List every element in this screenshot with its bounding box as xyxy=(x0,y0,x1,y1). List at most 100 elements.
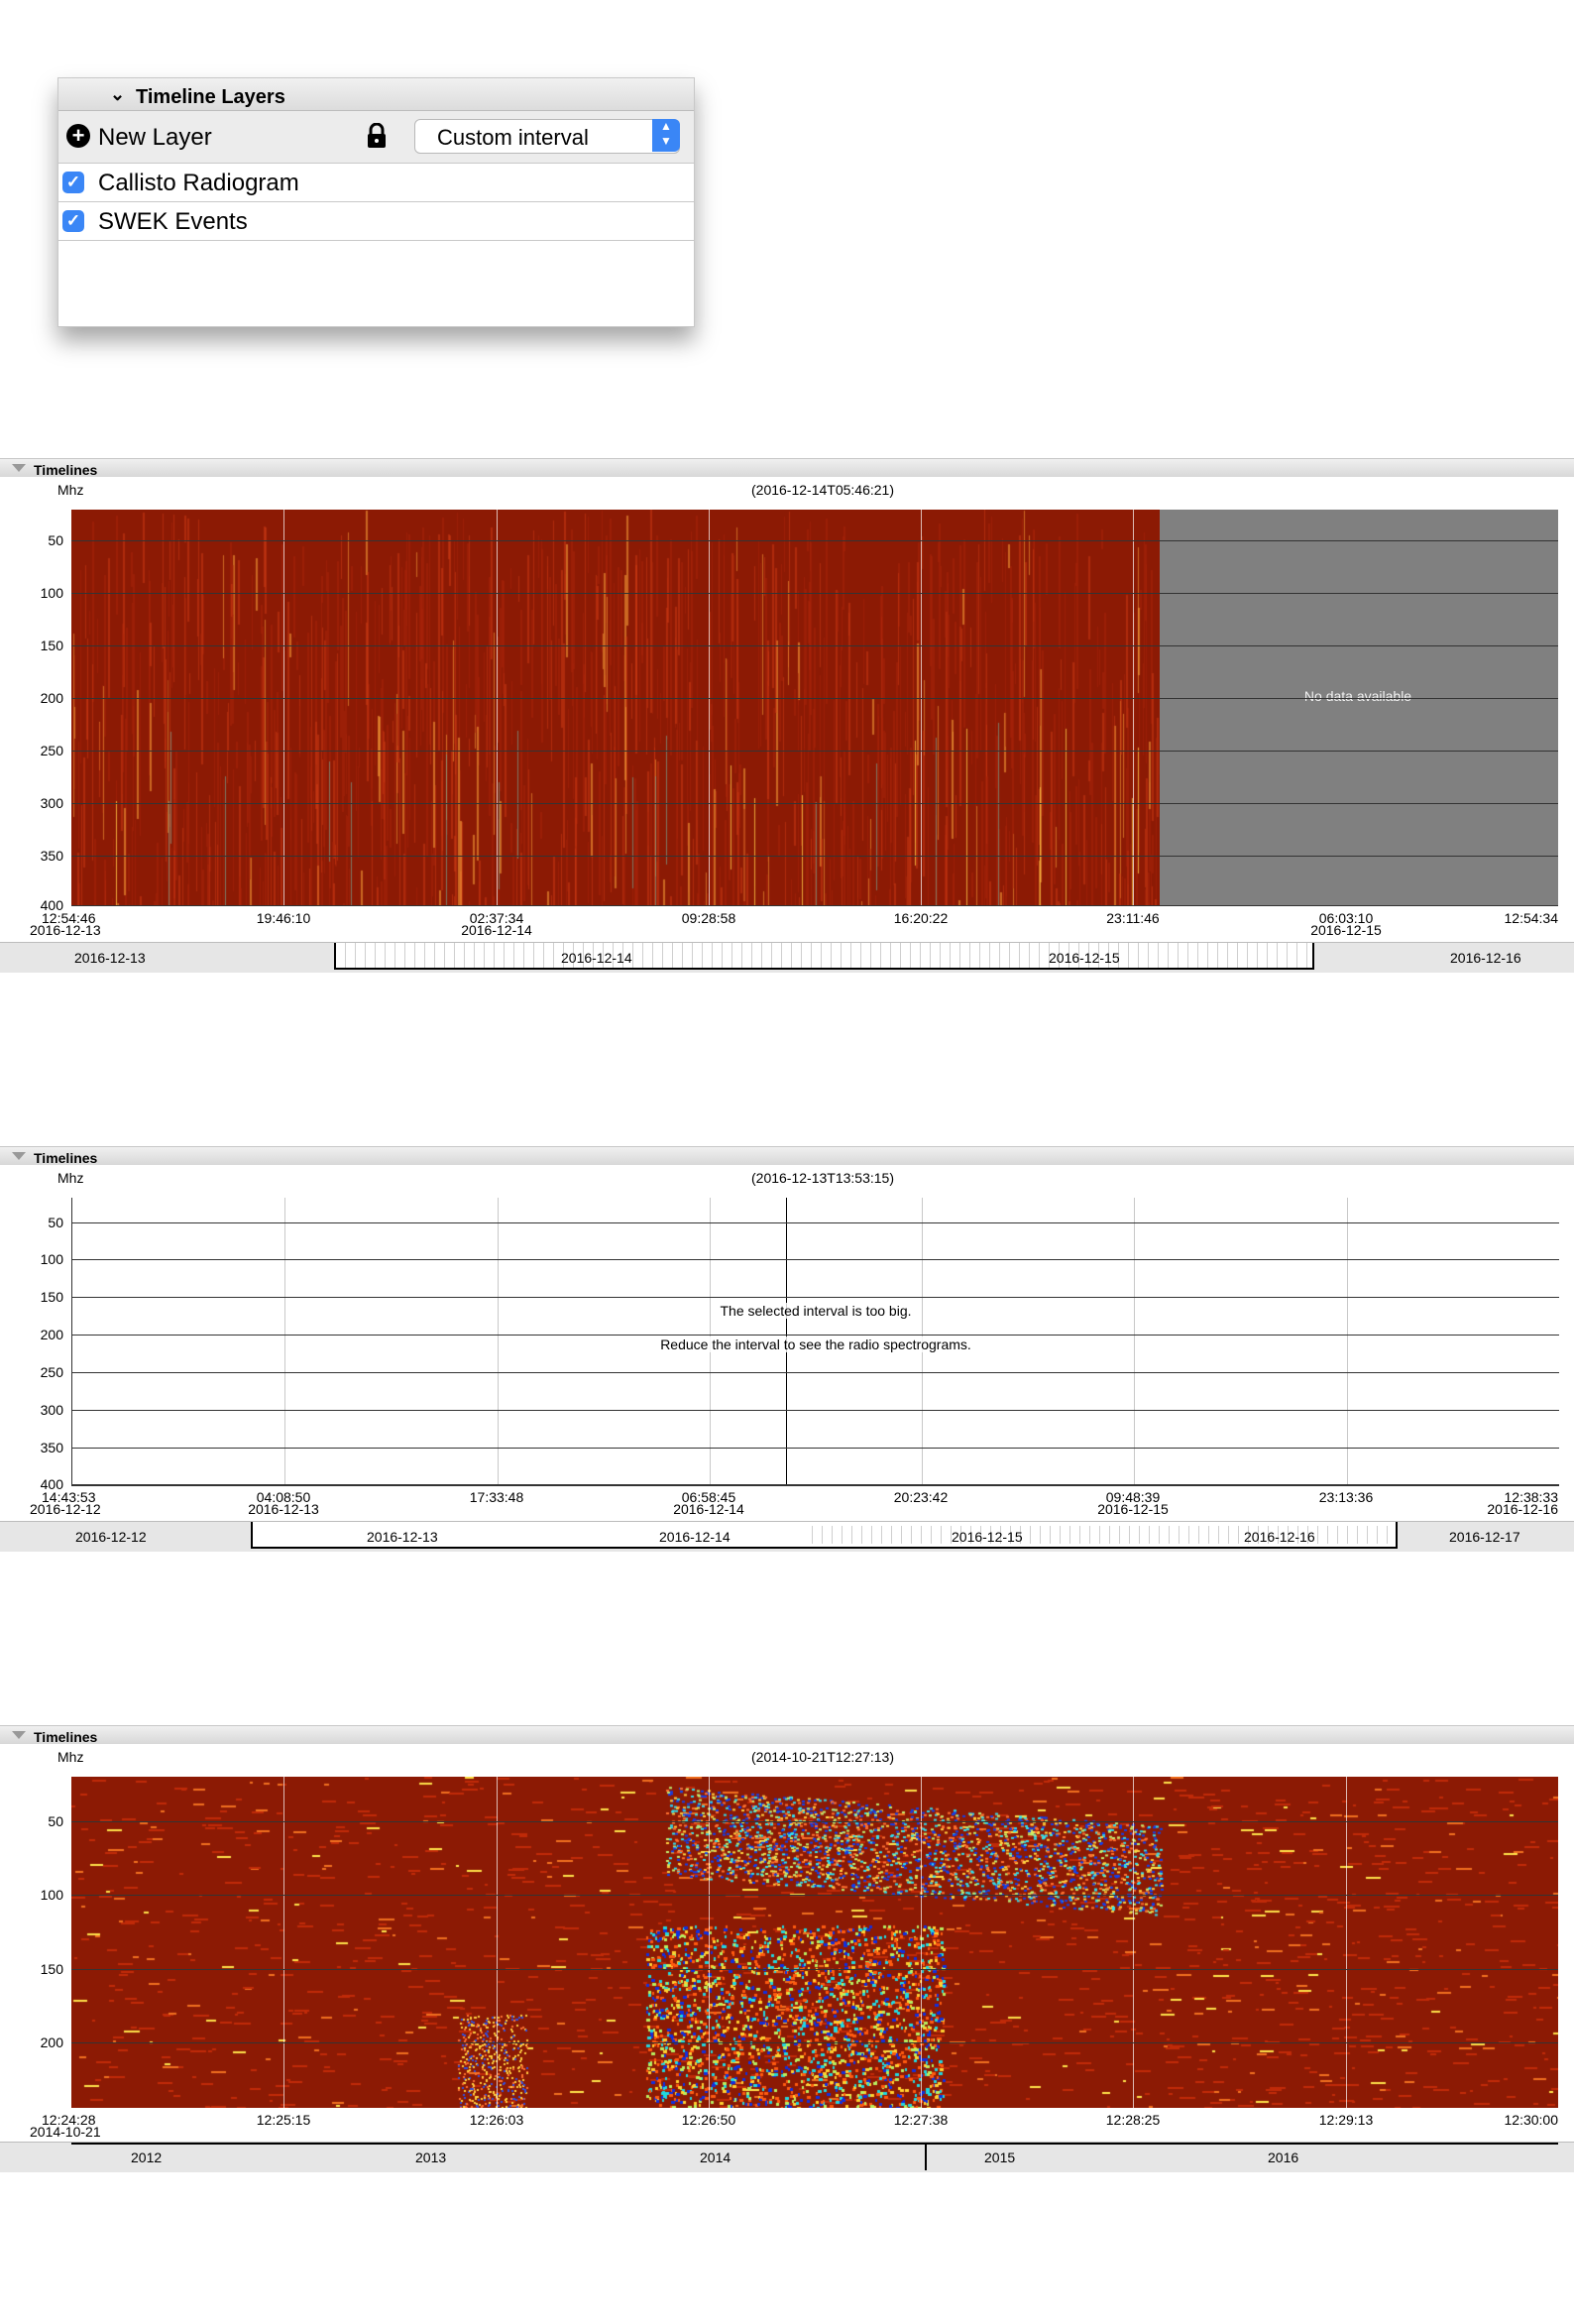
grid-line-vertical xyxy=(921,1777,922,2108)
timeline-timestamp: (2016-12-13T13:53:15) xyxy=(751,1170,894,1186)
x-tick-date: 2016-12-13 xyxy=(248,1501,319,1517)
interval-select-value: Custom interval xyxy=(437,125,589,150)
y-tick-label: 150 xyxy=(40,1289,63,1305)
timeline-panel-2: Timelines Mhz (2016-12-13T13:53:15) The … xyxy=(0,1146,1574,1553)
time-navigator[interactable]: 2012 2013 2014 2015 2016 xyxy=(0,2142,1574,2172)
grid-line-vertical xyxy=(1133,510,1134,906)
checkbox-checked-icon[interactable]: ✓ xyxy=(62,172,84,193)
x-tick-time: 12:24:28 xyxy=(42,2112,96,2128)
layer-row-callisto[interactable]: ✓ Callisto Radiogram xyxy=(58,164,694,202)
y-tick-label: 200 xyxy=(40,690,63,706)
timeline-header[interactable]: Timelines xyxy=(0,1146,1574,1166)
y-axis-unit: Mhz xyxy=(57,1749,84,1765)
grid-line-vertical xyxy=(921,510,922,906)
x-tick-time: 12:28:25 xyxy=(1105,2112,1161,2128)
nav-date-label: 2016-12-14 xyxy=(561,950,632,966)
x-tick-time: 09:28:58 xyxy=(681,910,736,926)
grid-line-horizontal xyxy=(72,1297,1559,1298)
timeline-panel-1: Timelines Mhz (2016-12-14T05:46:21) No d… xyxy=(0,458,1574,974)
nav-date-label: 2016-12-16 xyxy=(1450,950,1521,966)
grid-line-vertical xyxy=(497,1777,498,2108)
y-tick-label: 150 xyxy=(40,1961,63,1977)
x-tick-time: 12:29:13 xyxy=(1318,2112,1374,2128)
radiogram-plot[interactable] xyxy=(71,1777,1558,2108)
x-tick-date: 2016-12-16 xyxy=(1487,1501,1558,1517)
y-tick-label: 400 xyxy=(40,897,63,913)
y-tick-label: 100 xyxy=(40,1251,63,1267)
grid-line-vertical xyxy=(709,510,710,906)
radiogram-plot[interactable]: No data available xyxy=(71,510,1558,906)
chevron-down-icon[interactable]: ⌄ xyxy=(110,84,126,104)
navigator-selection-edge[interactable] xyxy=(925,2143,927,2170)
navigator-data-ticks xyxy=(803,1526,1392,1544)
grid-line-horizontal xyxy=(71,751,1558,752)
x-tick-time: 12:54:34 xyxy=(1504,910,1559,926)
no-data-message: No data available xyxy=(1303,688,1412,704)
y-tick-label: 350 xyxy=(40,1440,63,1455)
plus-circle-icon[interactable]: + xyxy=(66,124,90,148)
navigator-top-line xyxy=(71,2143,1558,2145)
layer-row-swek[interactable]: ✓ SWEK Events xyxy=(58,202,694,241)
y-tick-label: 100 xyxy=(40,585,63,601)
nav-date-label: 2016-12-12 xyxy=(75,1529,147,1545)
spectrogram-image xyxy=(71,1777,1558,2108)
interval-too-big-message: The selected interval is too big. xyxy=(720,1303,912,1319)
grid-line-vertical xyxy=(283,1777,284,2108)
collapse-triangle-icon[interactable] xyxy=(12,1152,26,1160)
grid-line-vertical xyxy=(709,1777,710,2108)
select-arrows-icon: ▲ ▼ xyxy=(652,119,680,152)
grid-line-horizontal xyxy=(71,645,1558,646)
navigator-selection[interactable] xyxy=(334,943,1314,970)
y-tick-label: 300 xyxy=(40,795,63,811)
nav-date-label: 2016-12-14 xyxy=(659,1529,731,1545)
x-tick-time: 02:37:34 xyxy=(469,910,524,926)
time-navigator[interactable]: 2016-12-13 2016-12-14 2016-12-15 2016-12… xyxy=(0,942,1574,973)
x-tick-time: 14:43:53 xyxy=(42,1489,96,1505)
nav-year-label: 2014 xyxy=(700,2150,731,2165)
grid-line-vertical xyxy=(1134,1198,1135,1485)
timeline-layers-panel: ⌄ Timeline Layers + New Layer Custom int… xyxy=(57,77,695,327)
grid-line-horizontal xyxy=(72,1222,1559,1223)
x-tick-date: 2016-12-15 xyxy=(1097,1501,1169,1517)
x-tick-time: 12:25:15 xyxy=(256,2112,311,2128)
x-tick-date: 2016-12-13 xyxy=(30,922,101,938)
new-layer-button[interactable]: New Layer xyxy=(98,124,212,151)
y-tick-label: 200 xyxy=(40,2034,63,2050)
grid-line-horizontal xyxy=(71,803,1558,804)
nav-year-label: 2015 xyxy=(984,2150,1016,2165)
x-tick-time: 06:58:45 xyxy=(681,1489,736,1505)
x-tick-time: 12:26:50 xyxy=(681,2112,736,2128)
timeline-header[interactable]: Timelines xyxy=(0,458,1574,478)
grid-line-vertical xyxy=(1133,1777,1134,2108)
collapse-triangle-icon[interactable] xyxy=(12,464,26,472)
y-axis-unit: Mhz xyxy=(57,1170,84,1186)
grid-line-horizontal xyxy=(72,1448,1559,1449)
y-tick-label: 100 xyxy=(40,1887,63,1903)
x-tick-date: 2016-12-12 xyxy=(30,1501,101,1517)
y-axis-unit: Mhz xyxy=(57,482,84,498)
x-tick-date: 2016-12-14 xyxy=(461,922,532,938)
nav-date-label: 2016-12-13 xyxy=(367,1529,438,1545)
collapse-triangle-icon[interactable] xyxy=(12,1731,26,1739)
layers-toolbar: + New Layer Custom interval ▲ ▼ xyxy=(58,111,694,164)
x-tick-time: 17:33:48 xyxy=(469,1489,524,1505)
layer-label: SWEK Events xyxy=(98,208,248,235)
y-tick-label: 50 xyxy=(48,1813,63,1829)
y-tick-label: 150 xyxy=(40,638,63,653)
lock-icon[interactable] xyxy=(366,123,388,149)
timeline-header[interactable]: Timelines xyxy=(0,1725,1574,1745)
interval-select[interactable]: Custom interval ▲ ▼ xyxy=(414,119,680,154)
grid-line-horizontal xyxy=(71,1821,1558,1822)
nav-date-label: 2016-12-17 xyxy=(1449,1529,1520,1545)
radiogram-plot[interactable]: The selected interval is too big. Reduce… xyxy=(71,1198,1559,1486)
checkbox-checked-icon[interactable]: ✓ xyxy=(62,210,84,232)
grid-line-horizontal xyxy=(72,1335,1559,1336)
x-tick-time: 06:03:10 xyxy=(1318,910,1374,926)
time-navigator[interactable]: 2016-12-12 2016-12-13 2016-12-14 2016-12… xyxy=(0,1521,1574,1552)
timeline-timestamp: (2016-12-14T05:46:21) xyxy=(751,482,894,498)
x-tick-time: 12:54:46 xyxy=(42,910,96,926)
nav-date-label: 2016-12-15 xyxy=(952,1529,1023,1545)
x-tick-time: 12:38:33 xyxy=(1504,1489,1559,1505)
x-tick-time: 19:46:10 xyxy=(256,910,311,926)
layers-panel-header[interactable]: ⌄ Timeline Layers xyxy=(58,78,694,111)
